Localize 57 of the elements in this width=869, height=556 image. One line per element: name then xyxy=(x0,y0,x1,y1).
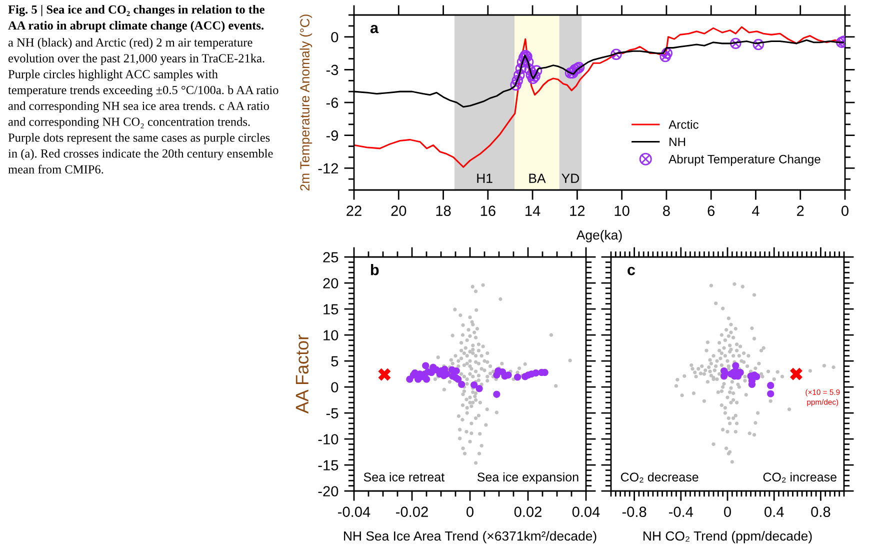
x-tick-label: -0.04 xyxy=(338,506,370,517)
x-tick-label: 16 xyxy=(480,206,496,216)
x-tick-label: -0.4 xyxy=(668,506,694,517)
y-tick-label: 10 xyxy=(324,330,338,340)
annotation: CO₂ decrease xyxy=(620,472,698,482)
x-tick-label: 22 xyxy=(346,206,362,216)
y-axis-title: AA Factor xyxy=(296,334,309,414)
y-tick-label: 5 xyxy=(331,356,338,366)
x-tick-label: 4 xyxy=(752,206,760,216)
x-tick-label: 20 xyxy=(391,206,406,216)
y-tick-label: -9 xyxy=(326,130,338,141)
x-tick-label: 6 xyxy=(708,206,715,216)
y-tick-label: -12 xyxy=(318,163,338,174)
x-tick-label: 0.04 xyxy=(572,506,600,517)
y-tick-label: -6 xyxy=(326,98,338,108)
y-axis-title: 2m Temperature Anomaly (°C) xyxy=(300,14,312,191)
x-tick-label: 0 xyxy=(466,506,474,517)
x-tick-label: 8 xyxy=(663,206,670,216)
band-label: H1 xyxy=(477,174,492,183)
text: a NH (black) and Arctic (red) 2 m air temperature evolution over the past 21,000 years in TraCE-21ka. Purple circles highlight ACC samples with temperature trends exceeding ±0.5 °C/100a. b AA ratio and corresponding NH sea ice area trends. c AA ratio and corresponding NH CO₂ concentration trends. Purple dots represent the same cases as purple circles in (a). Red crosses indicate the 20th century ensemble mean from CMIP6. xyxy=(8,38,278,174)
x-tick-label: 0.4 xyxy=(764,506,784,517)
x-tick-label: -0.8 xyxy=(622,506,646,517)
annotation: CO₂ increase xyxy=(763,472,836,482)
x-tick-label: 18 xyxy=(436,206,451,216)
x-tick-label: -0.02 xyxy=(396,506,428,517)
band-label: YD xyxy=(562,174,580,183)
legend-label: Abrupt Temperature Change xyxy=(668,154,820,166)
y-tick-label: -5 xyxy=(326,408,338,418)
y-tick-label: -3 xyxy=(326,64,338,76)
y-tick-label: -10 xyxy=(318,434,338,444)
y-tick-label: -20 xyxy=(318,486,338,496)
x-tick-label: 0 xyxy=(842,206,848,216)
x-tick-label: 0.8 xyxy=(811,506,830,517)
y-tick-label: 0 xyxy=(331,32,338,42)
x-tick-label: 12 xyxy=(570,206,585,216)
x-tick-label: 2 xyxy=(797,206,804,216)
x-tick-label: 10 xyxy=(614,206,630,216)
annotation: Sea ice expansion xyxy=(477,472,578,484)
chart-title: a xyxy=(370,24,379,34)
x-tick-label: 14 xyxy=(526,206,540,216)
x-tick-label: 0 xyxy=(724,506,731,517)
x-axis-title: Age(ka) xyxy=(576,230,622,242)
y-tick-label: 15 xyxy=(324,304,338,314)
legend-label: Arctic xyxy=(668,120,698,129)
chart-title: b xyxy=(371,264,379,276)
y-tick-label: 20 xyxy=(323,278,338,288)
band-label: BA xyxy=(529,174,546,183)
x-tick-label: 0.02 xyxy=(514,506,542,517)
legend-label: NH xyxy=(670,138,686,146)
y-tick-label: 0 xyxy=(331,382,338,392)
y-tick-label: 25 xyxy=(323,252,338,262)
x-axis-title: NH Sea Ice Area Trend (×6371km²/decade) xyxy=(344,530,596,544)
chart-title: c xyxy=(628,266,636,276)
y-tick-label: -15 xyxy=(318,460,338,470)
annotation: Sea ice retreat xyxy=(364,472,444,482)
x-axis-title: NH CO₂ Trend (ppm/decade) xyxy=(644,530,812,544)
text: Fig. 5 | Sea ice and CO₂ changes in relation to the AA ratio in abrupt climate change (ACC) events. xyxy=(8,5,264,32)
